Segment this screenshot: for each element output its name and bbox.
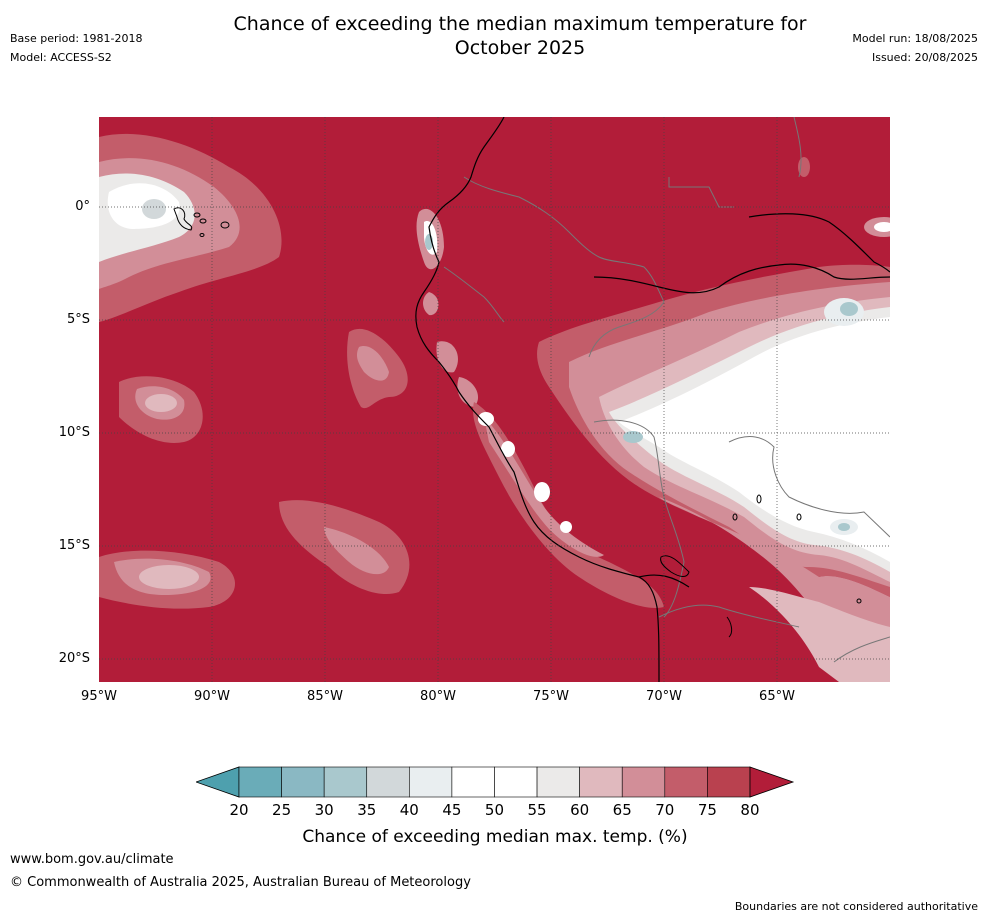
colorbar-cell <box>664 766 708 798</box>
title-line-2: October 2025 <box>454 37 586 59</box>
lat-label-20s: 20°S <box>58 651 90 666</box>
lat-label-0: 0° <box>75 199 90 214</box>
colorbar-tick-label: 50 <box>484 801 505 819</box>
colorbar-tick-label: 40 <box>399 801 419 819</box>
lon-label-75w: 75°W <box>533 689 569 704</box>
model-run-text: Model run: 18/08/2025 <box>852 32 978 45</box>
footer-copyright: © Commonwealth of Australia 2025, Austra… <box>10 875 471 890</box>
colorbar-cell <box>451 766 495 798</box>
interior-anomaly-region <box>537 157 890 682</box>
colorbar-tick-label: 60 <box>570 801 590 819</box>
colorbar-title: Chance of exceeding median max. temp. (%… <box>302 827 688 847</box>
coastal-anomaly-strip <box>416 208 664 608</box>
map-svg <box>99 117 890 682</box>
galapagos-anomaly-region <box>99 133 282 322</box>
colorbar-cell <box>409 766 453 798</box>
colorbar-cell <box>536 766 580 798</box>
model-text: Model: ACCESS-S2 <box>10 51 112 64</box>
lon-label-70w: 70°W <box>646 689 682 704</box>
colorbar <box>196 766 795 798</box>
colorbar-cell <box>323 766 368 798</box>
colorbar-cell <box>707 766 751 798</box>
lake-titicaca <box>660 494 862 638</box>
galapagos-islands <box>173 207 230 237</box>
title-line-1: Chance of exceeding the median maximum t… <box>233 13 807 35</box>
colorbar-tick-label: 65 <box>612 801 632 819</box>
colorbar-tick-label: 35 <box>357 801 377 819</box>
colorbar-cell <box>281 766 325 798</box>
footer-url: www.bom.gov.au/climate <box>10 852 174 867</box>
lon-label-80w: 80°W <box>420 689 456 704</box>
colorbar-tick-label: 80 <box>740 801 760 819</box>
lat-label-10s: 10°S <box>58 425 90 440</box>
colorbar-high-arrow <box>749 766 795 798</box>
colorbar-tick-label: 45 <box>442 801 462 819</box>
colorbar-cell <box>366 766 410 798</box>
ocean-anomaly-blobs <box>99 328 410 609</box>
lon-label-90w: 90°W <box>194 689 230 704</box>
issued-text: Issued: 20/08/2025 <box>871 51 978 64</box>
lon-label-85w: 85°W <box>307 689 343 704</box>
colorbar-cells <box>238 766 751 798</box>
colorbar-tick-label: 25 <box>272 801 292 819</box>
lon-label-65w: 65°W <box>759 689 795 704</box>
lat-label-5s: 5°S <box>66 312 90 327</box>
footer-disclaimer: Boundaries are not considered authoritat… <box>734 900 978 913</box>
page-title: Chance of exceeding the median maximum t… <box>0 12 988 60</box>
colorbar-tick-label: 20 <box>229 801 249 819</box>
forecast-map <box>99 117 890 682</box>
map-gridlines <box>99 117 890 682</box>
lat-label-15s: 15°S <box>58 538 90 553</box>
colorbar-tick-label: 75 <box>697 801 717 819</box>
colorbar-cell <box>621 766 666 798</box>
base-period-text: Base period: 1981-2018 <box>10 32 143 45</box>
colorbar-cell <box>579 766 623 798</box>
colorbar-cell <box>238 766 282 798</box>
colorbar-cell <box>494 766 538 798</box>
coastlines <box>415 117 890 682</box>
colorbar-tick-label: 30 <box>314 801 334 819</box>
country-borders <box>443 117 890 663</box>
colorbar-tick-label: 55 <box>527 801 547 819</box>
colorbar-low-arrow <box>196 766 240 798</box>
lon-label-95w: 95°W <box>81 689 117 704</box>
colorbar-tick-label: 70 <box>655 801 675 819</box>
